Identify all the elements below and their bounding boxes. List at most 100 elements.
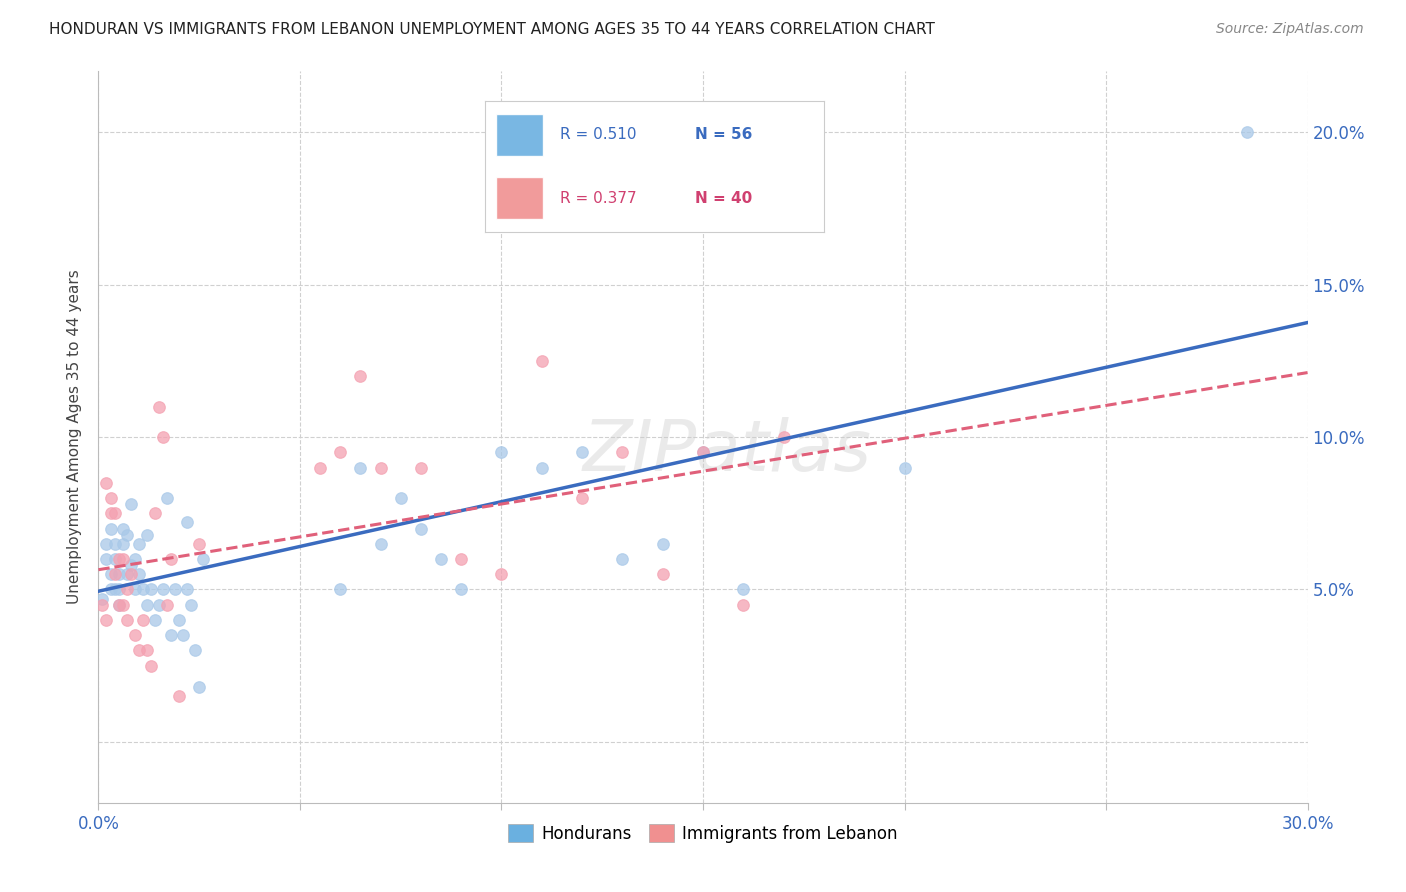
Point xyxy=(450,582,472,597)
Point xyxy=(612,552,634,566)
Point xyxy=(115,613,138,627)
Point xyxy=(132,582,155,597)
Point xyxy=(651,537,673,551)
Point xyxy=(135,598,157,612)
Point xyxy=(1236,125,1258,139)
Point xyxy=(772,430,794,444)
Point xyxy=(100,567,122,582)
Point xyxy=(132,613,155,627)
Point xyxy=(100,491,122,505)
Point xyxy=(152,430,174,444)
Point xyxy=(156,491,179,505)
Point xyxy=(115,567,138,582)
Point xyxy=(100,582,122,597)
Point xyxy=(612,445,634,459)
Point xyxy=(571,491,593,505)
Point xyxy=(103,552,125,566)
Point xyxy=(120,497,142,511)
Point xyxy=(163,582,186,597)
Point xyxy=(120,558,142,573)
Point xyxy=(733,582,755,597)
Point xyxy=(370,537,392,551)
Point xyxy=(111,537,134,551)
Point xyxy=(100,521,122,535)
Point xyxy=(148,400,170,414)
Point xyxy=(370,460,392,475)
Point xyxy=(349,460,371,475)
Point xyxy=(571,445,593,459)
Point xyxy=(450,552,472,566)
Point xyxy=(491,567,513,582)
Point xyxy=(530,354,553,368)
Point xyxy=(309,460,332,475)
Point xyxy=(96,552,118,566)
Point xyxy=(409,521,432,535)
Point xyxy=(111,598,134,612)
Point xyxy=(491,445,513,459)
Point xyxy=(156,598,179,612)
Point xyxy=(389,491,412,505)
Point xyxy=(96,537,118,551)
Point xyxy=(107,552,129,566)
Point xyxy=(152,582,174,597)
Point xyxy=(160,628,183,642)
Legend: Hondurans, Immigrants from Lebanon: Hondurans, Immigrants from Lebanon xyxy=(502,818,904,849)
Point xyxy=(120,567,142,582)
Point xyxy=(180,598,202,612)
Point xyxy=(100,506,122,520)
Point xyxy=(107,598,129,612)
Point xyxy=(893,460,915,475)
Point xyxy=(692,445,714,459)
Point xyxy=(91,598,114,612)
Point xyxy=(692,445,714,459)
Point xyxy=(184,643,207,657)
Point xyxy=(103,506,125,520)
Point xyxy=(124,628,146,642)
Point xyxy=(124,552,146,566)
Point xyxy=(139,582,162,597)
Point xyxy=(409,460,432,475)
Point xyxy=(143,613,166,627)
Point xyxy=(96,613,118,627)
Point xyxy=(349,369,371,384)
Text: HONDURAN VS IMMIGRANTS FROM LEBANON UNEMPLOYMENT AMONG AGES 35 TO 44 YEARS CORRE: HONDURAN VS IMMIGRANTS FROM LEBANON UNEM… xyxy=(49,22,935,37)
Point xyxy=(111,521,134,535)
Point xyxy=(115,582,138,597)
Point xyxy=(143,506,166,520)
Point xyxy=(188,537,211,551)
Point xyxy=(329,582,352,597)
Text: Source: ZipAtlas.com: Source: ZipAtlas.com xyxy=(1216,22,1364,37)
Point xyxy=(148,598,170,612)
Point xyxy=(176,516,198,530)
Point xyxy=(172,628,194,642)
Point xyxy=(124,582,146,597)
Y-axis label: Unemployment Among Ages 35 to 44 years: Unemployment Among Ages 35 to 44 years xyxy=(67,269,83,605)
Point xyxy=(103,582,125,597)
Point xyxy=(128,567,150,582)
Point xyxy=(135,643,157,657)
Point xyxy=(188,680,211,694)
Point xyxy=(96,475,118,490)
Point xyxy=(111,552,134,566)
Point xyxy=(733,598,755,612)
Point xyxy=(103,537,125,551)
Point xyxy=(128,537,150,551)
Point xyxy=(176,582,198,597)
Point xyxy=(651,567,673,582)
Point xyxy=(103,567,125,582)
Point xyxy=(167,613,190,627)
Point xyxy=(530,460,553,475)
Point xyxy=(107,567,129,582)
Point xyxy=(107,598,129,612)
Point xyxy=(91,591,114,606)
Point xyxy=(135,527,157,541)
Point xyxy=(430,552,453,566)
Point xyxy=(193,552,215,566)
Point xyxy=(329,445,352,459)
Point xyxy=(115,527,138,541)
Point xyxy=(107,582,129,597)
Point xyxy=(167,689,190,703)
Point xyxy=(139,658,162,673)
Point xyxy=(160,552,183,566)
Text: ZIPatlas: ZIPatlas xyxy=(582,417,872,486)
